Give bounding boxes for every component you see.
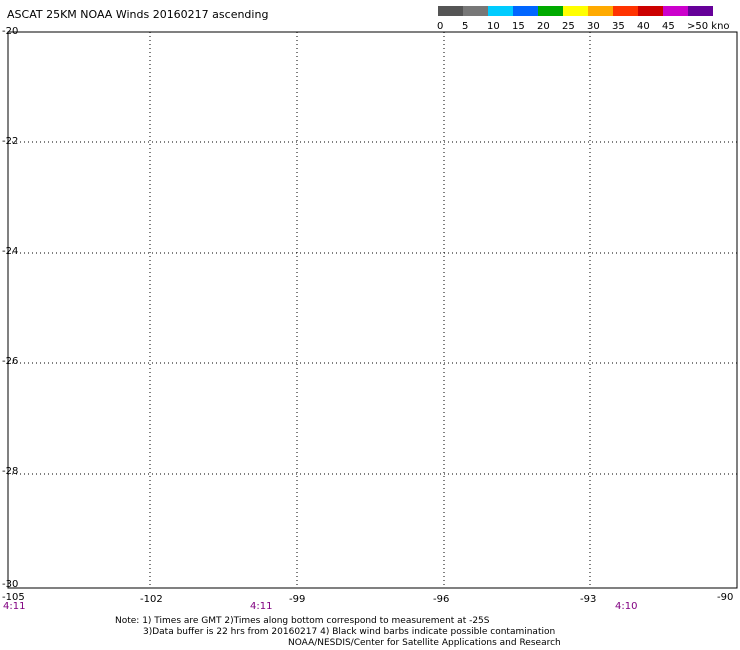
- lat-label-28: -28: [2, 466, 19, 477]
- legend-swatch-8: [638, 6, 663, 16]
- grid-lines: [8, 32, 737, 588]
- legend-label-0: 0: [437, 21, 443, 32]
- legend-swatch-9: [663, 6, 688, 16]
- time-label-east: 4:10: [615, 601, 638, 612]
- legend-label-6: 30: [587, 21, 600, 32]
- legend-swatch-6: [588, 6, 613, 16]
- footnote-line-2: 3)Data buffer is 22 hrs from 20160217 4)…: [143, 627, 556, 637]
- plot-area: [7, 31, 738, 589]
- legend-label-8: 40: [637, 21, 650, 32]
- lat-label-26: -26: [2, 356, 19, 367]
- legend-label-4: 20: [537, 21, 550, 32]
- legend-swatch-4: [538, 6, 563, 16]
- plot-title: ASCAT 25KM NOAA Winds 20160217 ascending: [7, 8, 269, 21]
- lon-label-105: -105: [2, 592, 25, 603]
- time-label-west: 4:11: [3, 601, 26, 612]
- legend-label-3: 15: [512, 21, 525, 32]
- footnote-line-3: NOAA/NESDIS/Center for Satellite Applica…: [288, 638, 561, 648]
- legend-label-5: 25: [562, 21, 575, 32]
- footnotes: Note: 1) Times are GMT 2)Times along bot…: [115, 616, 561, 649]
- legend-swatch-0: [438, 6, 463, 16]
- legend-label-2: 10: [487, 21, 500, 32]
- lon-label-90: -90: [717, 592, 734, 603]
- legend-swatch-5: [563, 6, 588, 16]
- speed-legend: 0 5 10 15 20 25 30 35 40 45 >50 knots: [437, 6, 730, 32]
- legend-swatch-10: [688, 6, 713, 16]
- lon-label-96: -96: [433, 594, 450, 605]
- lat-label-22: -22: [2, 136, 19, 147]
- lat-label-30: -30: [2, 579, 19, 590]
- legend-swatch-2: [488, 6, 513, 16]
- legend-label-7: 35: [612, 21, 625, 32]
- legend-swatch-1: [463, 6, 488, 16]
- lat-label-20: -20: [2, 26, 19, 37]
- legend-label-1: 5: [462, 21, 468, 32]
- lon-label-102: -102: [140, 594, 163, 605]
- time-label-middle: 4:11: [250, 601, 273, 612]
- legend-label-9: 45: [662, 21, 675, 32]
- legend-label-10: >50 knots: [687, 21, 730, 32]
- lat-label-24: -24: [2, 246, 19, 257]
- footnote-line-1: Note: 1) Times are GMT 2)Times along bot…: [115, 616, 490, 626]
- legend-swatch-3: [513, 6, 538, 16]
- legend-swatch-7: [613, 6, 638, 16]
- lon-label-99: -99: [289, 594, 306, 605]
- lon-label-93: -93: [580, 594, 597, 605]
